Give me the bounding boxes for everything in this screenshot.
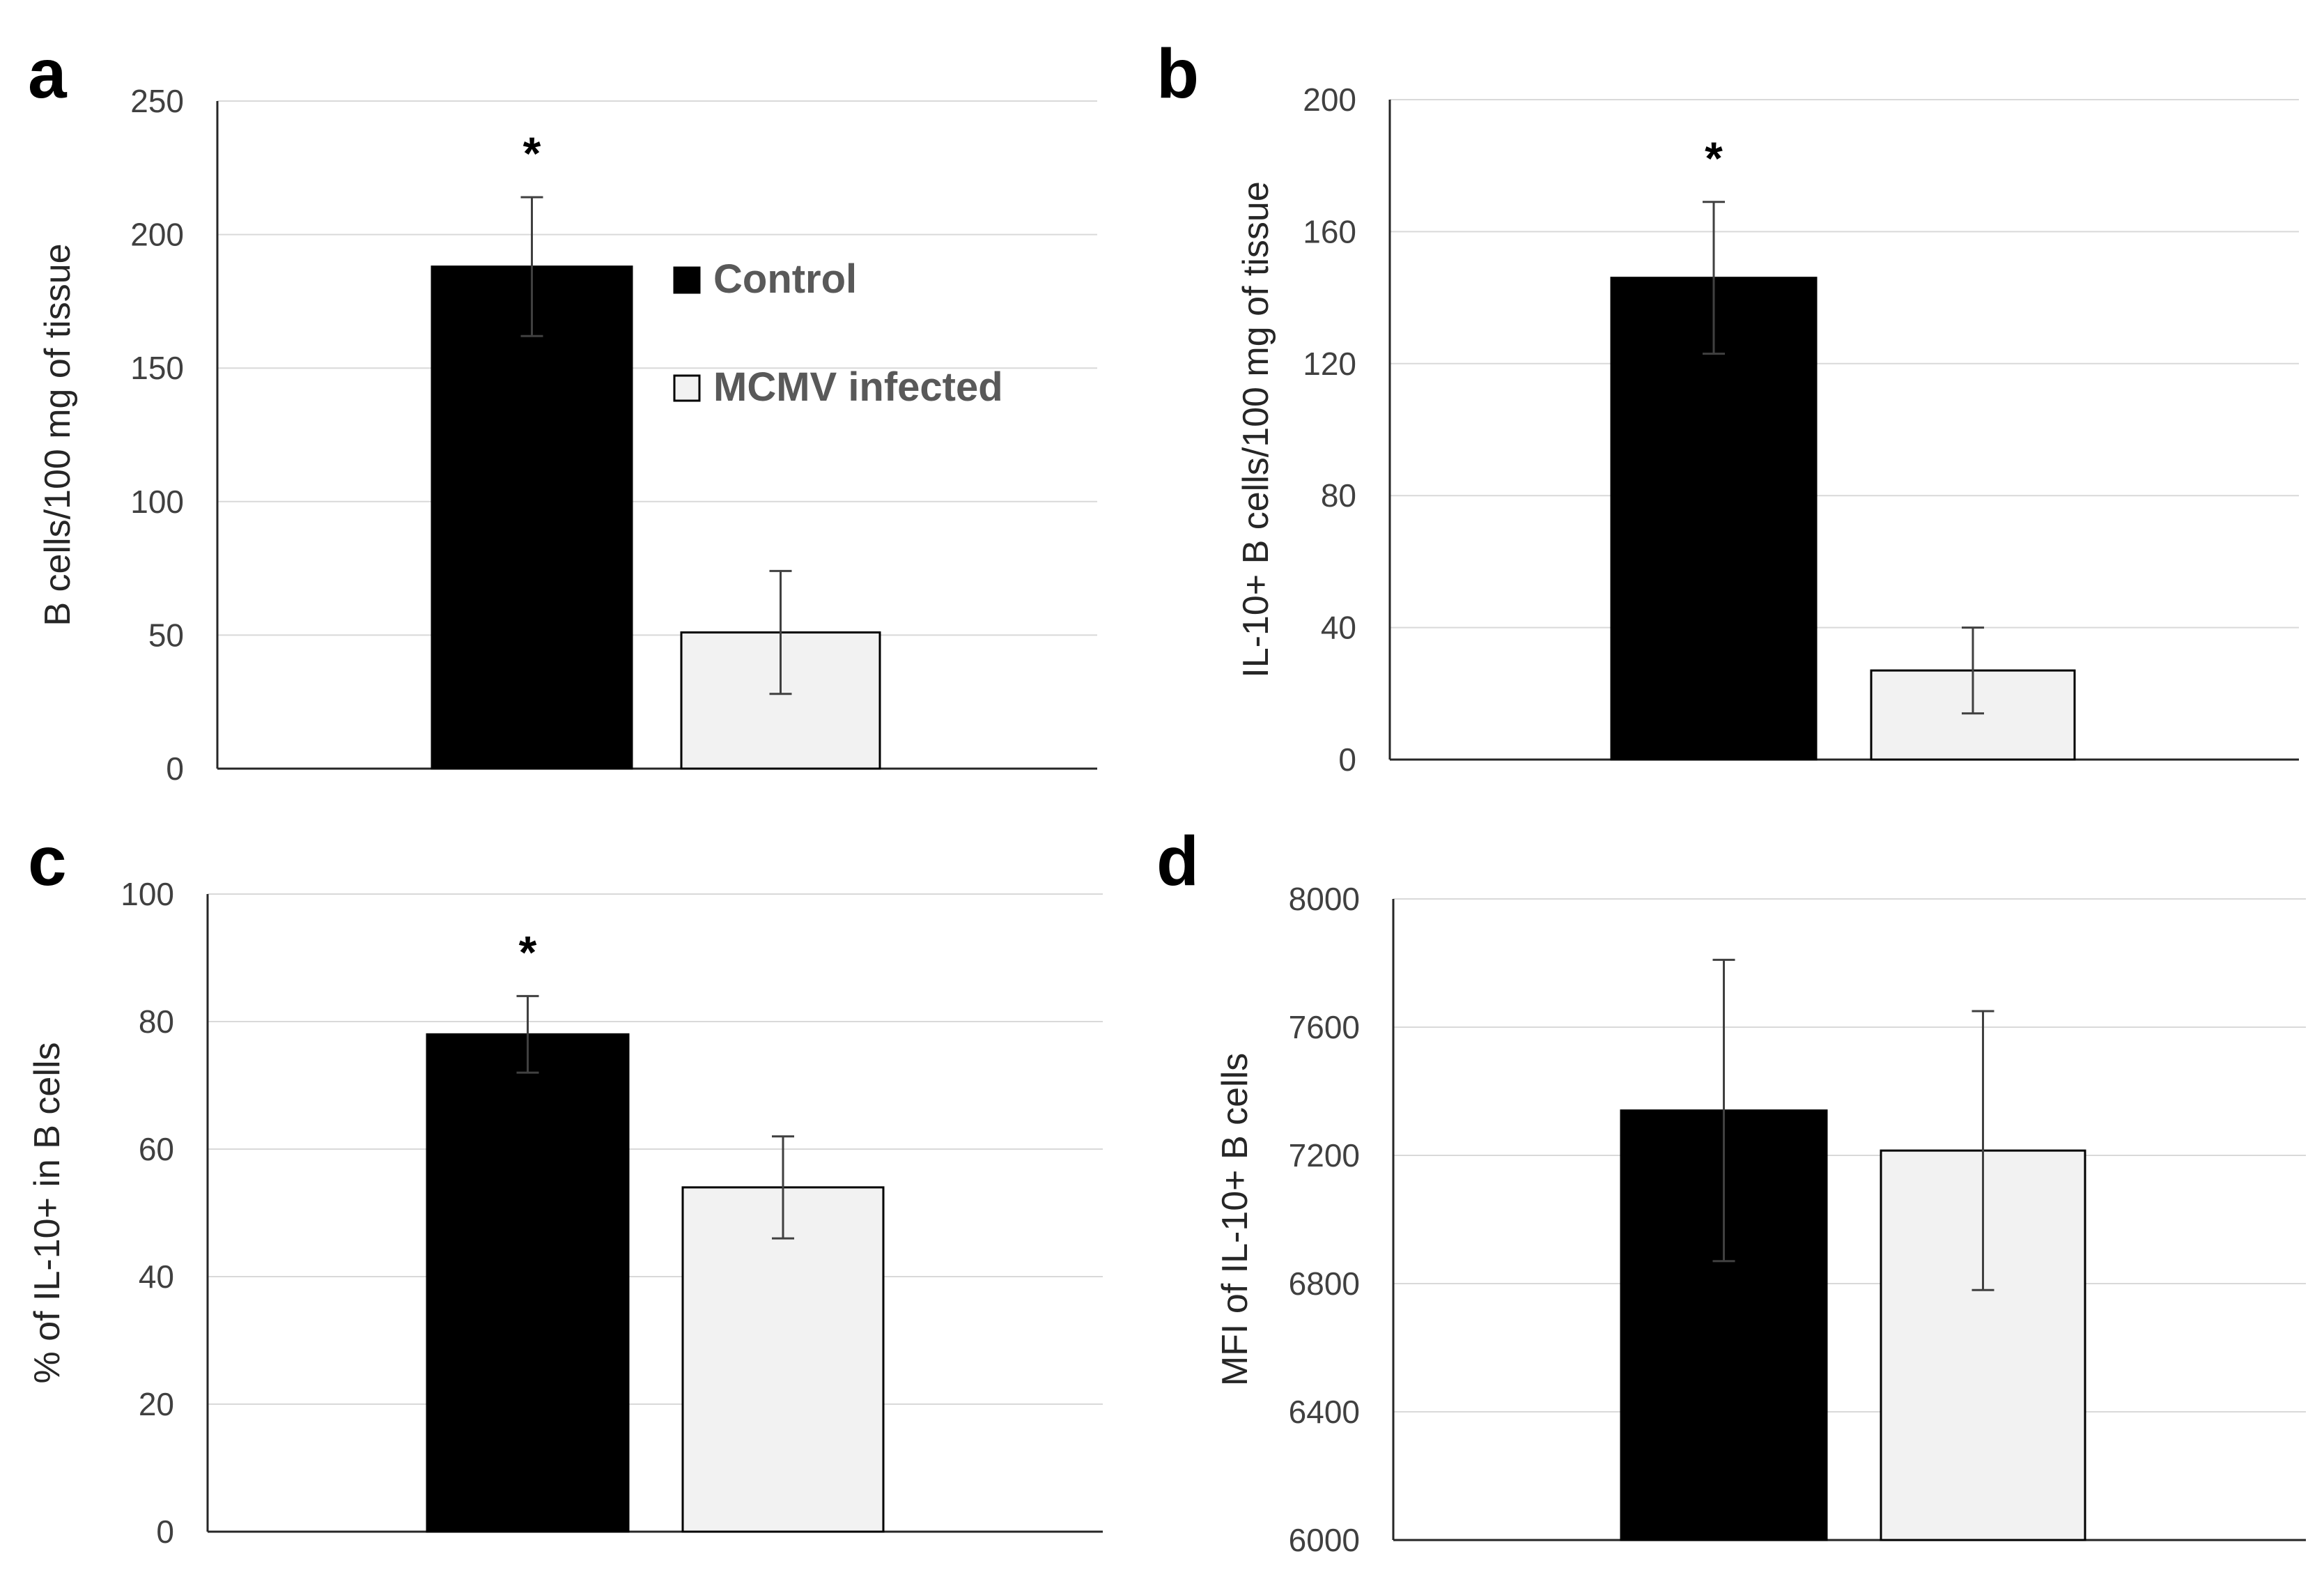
y-tick-label-d-1: 6400 xyxy=(1289,1394,1360,1430)
significance-marker-b: * xyxy=(1705,132,1723,184)
significance-marker-a: * xyxy=(523,128,541,179)
y-axis-label-a: B cells/100 mg of tissue xyxy=(38,243,78,626)
y-tick-label-a-0: 0 xyxy=(166,751,184,787)
bar-c-control xyxy=(426,1033,630,1533)
panel-letter-a: a xyxy=(28,35,68,113)
legend-swatch-control xyxy=(673,266,701,294)
y-tick-label-d-3: 7200 xyxy=(1289,1137,1360,1173)
legend-swatch-mcmv-infected xyxy=(673,374,701,402)
y-axis-label-c: % of IL-10+ in B cells xyxy=(27,1042,68,1384)
y-tick-label-a-3: 150 xyxy=(130,350,184,386)
y-tick-label-c-3: 60 xyxy=(139,1131,174,1167)
bar-c-mcmv-infected xyxy=(681,1186,885,1533)
y-axis-label-b: IL-10+ B cells/100 mg of tissue xyxy=(1236,181,1276,678)
y-tick-label-b-4: 160 xyxy=(1303,213,1356,249)
y-tick-label-c-1: 20 xyxy=(139,1386,174,1422)
y-tick-label-c-0: 0 xyxy=(156,1514,174,1550)
y-axis-label-d: MFI of IL-10+ B cells xyxy=(1215,1053,1255,1386)
panel-letter-d: d xyxy=(1156,822,1199,900)
y-tick-label-b-1: 40 xyxy=(1321,610,1356,646)
y-tick-label-b-3: 120 xyxy=(1303,346,1356,382)
bar-b-control xyxy=(1610,277,1818,761)
y-tick-label-a-1: 50 xyxy=(148,617,184,653)
y-tick-label-a-4: 200 xyxy=(130,217,184,253)
y-tick-label-d-2: 6800 xyxy=(1289,1265,1360,1302)
y-tick-label-c-4: 80 xyxy=(139,1003,174,1040)
y-tick-label-d-0: 6000 xyxy=(1289,1522,1360,1558)
panel-letter-c: c xyxy=(28,822,67,900)
legend-label-control: Control xyxy=(713,256,857,302)
y-tick-label-c-2: 40 xyxy=(139,1259,174,1295)
y-tick-label-a-5: 250 xyxy=(130,83,184,119)
y-tick-label-b-2: 80 xyxy=(1321,477,1356,514)
y-tick-label-b-5: 200 xyxy=(1303,82,1356,118)
y-tick-label-d-5: 8000 xyxy=(1289,881,1360,917)
significance-marker-c: * xyxy=(519,926,537,978)
bar-a-control xyxy=(431,265,633,770)
y-tick-label-b-0: 0 xyxy=(1338,741,1356,778)
panel-letter-b: b xyxy=(1156,35,1199,113)
y-tick-label-d-4: 7600 xyxy=(1289,1009,1360,1045)
y-tick-label-a-2: 100 xyxy=(130,484,184,520)
y-tick-label-c-5: 100 xyxy=(121,876,174,912)
legend-label-mcmv-infected: MCMV infected xyxy=(713,364,1003,410)
